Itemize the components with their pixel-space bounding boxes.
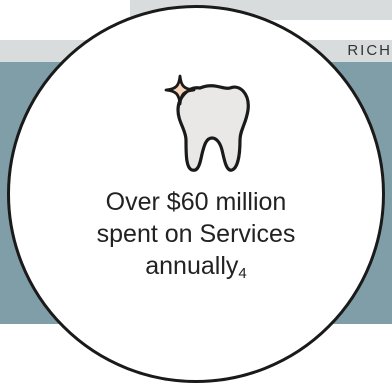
footnote-marker: 4 <box>238 265 247 282</box>
stat-line-2: spent on Services <box>96 220 296 248</box>
map-road-label: RICH <box>347 42 392 59</box>
stat-line-3: annually4 <box>46 250 346 282</box>
stat-caption: Over $60 million spent on Services annua… <box>46 186 346 282</box>
stat-line-1: Over $60 million <box>105 188 287 216</box>
stat-callout-circle <box>7 5 385 383</box>
sparkling-tooth-icon <box>164 74 250 172</box>
stat-line-3-text: annually <box>145 252 239 280</box>
